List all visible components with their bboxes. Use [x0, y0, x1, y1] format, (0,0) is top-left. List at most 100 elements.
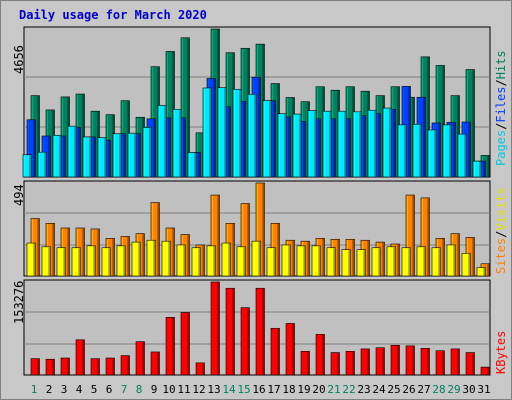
bar-files-shadow	[138, 134, 140, 177]
bar-sites-shadow	[187, 235, 189, 276]
bar-files-shadow	[423, 97, 425, 177]
bar-visits	[341, 249, 351, 277]
bar-sites-shadow	[52, 223, 54, 276]
bar-kbytes-highlight	[346, 351, 349, 375]
bar-visits-highlight	[72, 248, 75, 276]
bar-pages	[97, 137, 107, 178]
bar-pages-shadow	[149, 127, 151, 177]
bar-kbytes-shadow	[322, 334, 324, 375]
bar-visits-highlight	[42, 247, 45, 276]
bar-sites-shadow	[487, 264, 489, 276]
bar-pages-highlight	[473, 161, 476, 177]
bar-visits	[461, 253, 471, 277]
bar-visits-shadow	[168, 241, 170, 276]
bar-visits-highlight	[117, 246, 120, 276]
bar-pages	[247, 94, 257, 178]
bar-visits-shadow	[228, 243, 230, 276]
bar-kbytes-shadow	[247, 308, 249, 375]
bar-files-shadow	[273, 101, 275, 177]
bar-sites-shadow	[322, 238, 324, 276]
bar-kbytes	[225, 287, 235, 376]
bar-sites-shadow	[247, 204, 249, 276]
bar-pages-highlight	[98, 138, 101, 177]
x-tick-label: 20	[312, 383, 325, 396]
bar-kbytes-shadow	[457, 349, 459, 375]
bar-kbytes-highlight	[391, 345, 394, 375]
bar-kbytes-shadow	[412, 346, 414, 375]
bar-visits-shadow	[468, 253, 470, 276]
bar-kbytes-shadow	[37, 359, 39, 375]
bar-kbytes	[420, 348, 430, 376]
bar-pages-shadow	[209, 88, 211, 177]
bar-visits-highlight	[222, 243, 225, 276]
bar-visits-highlight	[192, 248, 195, 276]
bar-kbytes	[120, 355, 130, 376]
bar-visits-shadow	[303, 246, 305, 276]
x-tick-label: 27	[417, 383, 430, 396]
bar-visits-highlight	[462, 253, 465, 276]
bar-files-shadow	[78, 127, 80, 177]
bar-pages	[202, 87, 212, 178]
bar-pages	[217, 87, 227, 178]
bar-kbytes	[240, 307, 250, 376]
bar-visits-highlight	[372, 248, 375, 276]
bar-hits-shadow	[82, 94, 84, 177]
bar-visits-shadow	[348, 250, 350, 276]
bar-files-shadow	[258, 77, 260, 177]
bar-visits	[326, 247, 336, 277]
bar-sites-shadow	[262, 183, 264, 276]
bar-kbytes-highlight	[406, 346, 409, 375]
bar-visits-shadow	[333, 248, 335, 276]
bar-visits-shadow	[48, 247, 50, 276]
x-tick-label: 21	[327, 383, 340, 396]
bar-pages	[457, 133, 467, 178]
bar-sites-shadow	[412, 195, 414, 276]
bar-kbytes-shadow	[487, 367, 489, 375]
bar-kbytes-shadow	[472, 353, 474, 375]
bar-pages	[172, 108, 182, 178]
bar-sites-shadow	[217, 195, 219, 276]
legend-separator: /	[494, 122, 508, 130]
x-tick-label: 14	[222, 383, 236, 396]
bar-visits	[146, 239, 156, 277]
bar-pages-highlight	[308, 111, 311, 177]
legend-separator: /	[494, 230, 508, 238]
bar-visits-highlight	[297, 246, 300, 276]
bar-pages-highlight	[233, 89, 236, 177]
bar-kbytes-shadow	[217, 282, 219, 375]
bar-kbytes	[390, 344, 400, 376]
bar-kbytes-shadow	[202, 363, 204, 375]
bar-visits	[386, 246, 396, 277]
bar-pages-highlight	[128, 133, 131, 177]
bar-pages	[232, 88, 242, 178]
bar-pages-highlight	[458, 134, 461, 177]
bar-kbytes	[75, 339, 85, 376]
bar-kbytes-highlight	[376, 348, 379, 375]
x-tick-label: 6	[106, 383, 113, 396]
bar-pages	[337, 110, 347, 178]
bar-visits-shadow	[138, 242, 140, 276]
bar-kbytes-shadow	[292, 323, 294, 375]
bar-pages-shadow	[44, 152, 46, 177]
bar-visits	[131, 241, 141, 277]
bar-visits-highlight	[267, 248, 270, 276]
x-tick-label: 23	[357, 383, 370, 396]
bar-visits	[26, 242, 36, 277]
bar-files-shadow	[33, 120, 35, 177]
bar-pages-highlight	[23, 155, 26, 177]
bar-hits-highlight	[181, 38, 184, 177]
bar-pages-highlight	[353, 112, 356, 177]
bar-files-shadow	[303, 121, 305, 177]
bar-pages-shadow	[374, 110, 376, 177]
bar-visits	[86, 245, 96, 277]
bar-pages-shadow	[164, 105, 166, 177]
bar-pages-highlight	[68, 126, 71, 177]
bar-kbytes	[285, 323, 295, 376]
bar-visits-shadow	[243, 247, 245, 276]
x-tick-label: 28	[432, 383, 445, 396]
bar-pages-shadow	[419, 124, 421, 177]
bar-kbytes-highlight	[466, 353, 469, 375]
bar-pages-shadow	[479, 161, 481, 177]
bar-kbytes-highlight	[31, 359, 34, 375]
bar-visits-shadow	[78, 248, 80, 276]
